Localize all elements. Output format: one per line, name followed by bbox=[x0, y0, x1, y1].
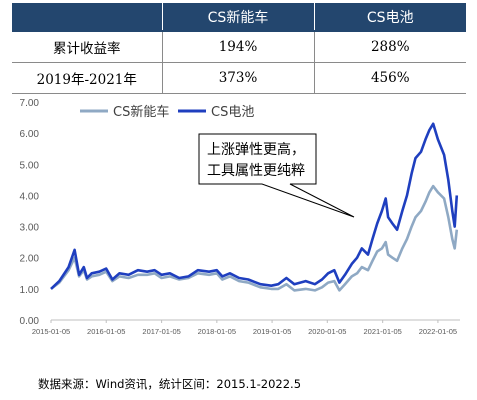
table-cell: 456% bbox=[314, 62, 466, 94]
table-row: 2019年-2021年 373% 456% bbox=[12, 62, 466, 94]
x-tick-label: 2018-01-05 bbox=[198, 327, 236, 336]
data-source-note: 数据来源：Wind资讯，统计区间：2015.1-2022.5 bbox=[38, 377, 302, 391]
y-tick-label: 1.00 bbox=[20, 285, 40, 296]
series-line-nev bbox=[50, 184, 459, 292]
x-tick-label: 2020-01-05 bbox=[308, 327, 346, 336]
table-header-battery: CS电池 bbox=[314, 3, 466, 31]
table-header-row: CS新能车 CS电池 bbox=[12, 3, 466, 31]
annotation-line: 工具属性更纯粹 bbox=[207, 163, 305, 179]
annotation-line: 上涨弹性更高， bbox=[207, 141, 305, 158]
series-lines bbox=[50, 122, 459, 292]
x-tick-label: 2022-01-05 bbox=[419, 327, 457, 336]
x-tick-label: 2015-01-05 bbox=[32, 327, 70, 336]
x-axis: 2015-01-05 2016-01-05 2017-01-05 2018-01-05… bbox=[32, 319, 460, 336]
x-tick-label: 2016-01-05 bbox=[87, 327, 125, 336]
y-tick-label: 7.00 bbox=[20, 98, 40, 109]
series-line-battery bbox=[50, 122, 459, 290]
table-cell: 373% bbox=[162, 62, 315, 94]
x-tick-label: 2019-01-05 bbox=[253, 327, 291, 336]
returns-table: CS新能车 CS电池 累计收益率 194% 288% 2019年-2021年 3… bbox=[12, 3, 466, 94]
table-cell: 194% bbox=[162, 30, 315, 63]
table-row: 累计收益率 194% 288% bbox=[12, 30, 466, 63]
legend: CS新能车 CS电池 bbox=[80, 104, 254, 120]
table-cell: 288% bbox=[314, 30, 466, 63]
y-axis: 0.00 1.00 2.00 3.00 4.00 5.00 6.00 7.00 bbox=[20, 98, 40, 327]
x-tick-label: 2021-01-05 bbox=[363, 327, 401, 336]
y-tick-label: 0.00 bbox=[20, 316, 40, 327]
table-header-nev: CS新能车 bbox=[162, 3, 315, 31]
line-chart: 0.00 1.00 2.00 3.00 4.00 5.00 6.00 7.00 2015-01… bbox=[20, 98, 460, 336]
y-tick-label: 5.00 bbox=[20, 160, 40, 171]
annotation-callout: 上涨弹性更高， 工具属性更纯粹 bbox=[198, 133, 355, 218]
legend-label-nev: CS新能车 bbox=[113, 104, 169, 120]
y-tick-label: 6.00 bbox=[20, 129, 40, 140]
legend-label-battery: CS电池 bbox=[211, 105, 254, 120]
y-tick-label: 4.00 bbox=[20, 191, 40, 202]
y-tick-label: 3.00 bbox=[20, 223, 40, 234]
y-tick-label: 2.00 bbox=[20, 254, 40, 265]
x-tick-label: 2017-01-05 bbox=[142, 327, 180, 336]
table-row-label: 2019年-2021年 bbox=[12, 62, 163, 94]
table-row-label: 累计收益率 bbox=[12, 30, 163, 63]
table-header-corner bbox=[12, 3, 163, 31]
annotation-box bbox=[198, 133, 355, 218]
